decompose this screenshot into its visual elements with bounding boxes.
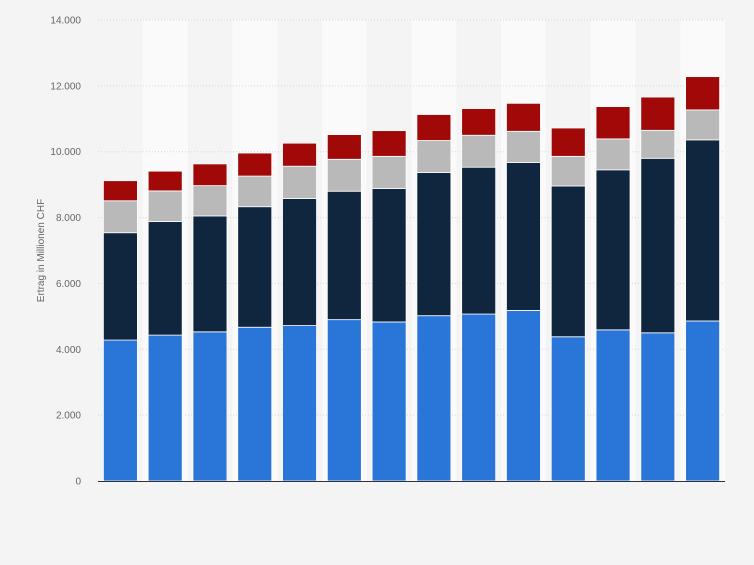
bar-8-segment-4 (416, 114, 452, 141)
bar-5-segment-3 (282, 165, 317, 199)
y-tick-label-6000: 6.000 (56, 279, 81, 290)
bar-1-segment-4 (102, 180, 138, 202)
bar-4-segment-2 (237, 206, 273, 328)
y-tick-label-10000: 10.000 (50, 147, 81, 158)
bar-5-segment-2 (282, 198, 317, 326)
bar-10-segment-3 (506, 130, 541, 163)
bar-5-segment-1 (282, 325, 317, 482)
bar-12-segment-3 (595, 138, 631, 171)
bar-stack-1 (102, 180, 138, 482)
bar-9-segment-2 (461, 166, 497, 315)
bar-13-segment-4 (640, 96, 676, 131)
bar-4-segment-4 (237, 152, 273, 177)
bar-8-segment-3 (416, 140, 452, 173)
bar-6-segment-4 (326, 134, 362, 160)
bar-4-segment-1 (237, 326, 273, 482)
bar-6-segment-1 (326, 319, 362, 482)
bar-13-segment-2 (640, 157, 676, 334)
bar-4-segment-3 (237, 175, 273, 208)
bar-stack-8 (416, 114, 452, 482)
bar-3-segment-2 (192, 215, 228, 333)
y-tick-label-14000: 14.000 (50, 16, 81, 27)
bar-10-segment-2 (506, 162, 541, 311)
bar-stack-14 (685, 76, 721, 482)
y-tick-label-2000: 2.000 (56, 411, 81, 422)
bar-stack-5 (282, 142, 317, 482)
bar-8-segment-1 (416, 315, 452, 482)
bar-9-segment-3 (461, 134, 497, 168)
bar-12-segment-1 (595, 329, 631, 482)
bar-7-segment-4 (371, 130, 407, 157)
bar-6-segment-2 (326, 190, 362, 321)
bar-8-segment-2 (416, 172, 452, 317)
bar-2-segment-1 (147, 334, 183, 482)
bar-stack-6 (326, 134, 362, 482)
y-tick-label-8000: 8.000 (56, 213, 81, 224)
bar-stack-12 (595, 106, 631, 482)
bar-9-segment-4 (461, 108, 497, 136)
bar-12-segment-4 (595, 106, 631, 140)
bar-stack-7 (371, 130, 407, 482)
y-axis-title: Ertrag in Millionen CHF (36, 199, 47, 302)
bar-14-segment-2 (685, 139, 721, 322)
y-tick-label-4000: 4.000 (56, 345, 81, 356)
bar-13-segment-3 (640, 129, 676, 159)
bar-14-segment-4 (685, 76, 721, 111)
bar-2-segment-4 (147, 170, 183, 192)
bar-11-segment-3 (550, 155, 586, 187)
y-axis-labels: 0 2.000 4.000 6.000 8.000 10.000 12.000 14.000 (50, 16, 81, 488)
bar-7-segment-3 (371, 155, 407, 189)
y-tick-label-12000: 12.000 (50, 81, 81, 92)
bar-3-segment-4 (192, 163, 228, 187)
y-tick-label-0: 0 (75, 477, 81, 488)
bar-2-segment-3 (147, 190, 183, 222)
bar-3-segment-1 (192, 331, 228, 482)
bar-1-segment-1 (102, 339, 138, 482)
bars (102, 76, 721, 482)
bar-stack-2 (147, 170, 183, 482)
bar-14-segment-3 (685, 109, 721, 141)
bar-11-segment-4 (550, 127, 586, 157)
bar-stack-9 (461, 108, 497, 482)
bar-stack-3 (192, 163, 228, 482)
bar-10-segment-1 (506, 310, 541, 482)
bar-1-segment-2 (102, 232, 138, 341)
bar-13-segment-1 (640, 332, 676, 482)
bar-stack-10 (506, 102, 541, 482)
bar-11-segment-2 (550, 185, 586, 338)
bar-9-segment-1 (461, 313, 497, 482)
bar-14-segment-1 (685, 320, 721, 482)
bar-12-segment-2 (595, 169, 631, 331)
bar-stack-13 (640, 96, 676, 482)
bar-2-segment-2 (147, 221, 183, 336)
bar-3-segment-3 (192, 185, 228, 217)
bar-6-segment-3 (326, 158, 362, 192)
bar-stack-11 (550, 127, 586, 482)
bar-1-segment-3 (102, 200, 138, 234)
bar-5-segment-4 (282, 142, 317, 167)
bar-10-segment-4 (506, 102, 541, 132)
bar-7-segment-1 (371, 321, 407, 482)
bar-stack-4 (237, 152, 273, 482)
bar-11-segment-1 (550, 336, 586, 482)
bar-7-segment-2 (371, 188, 407, 323)
